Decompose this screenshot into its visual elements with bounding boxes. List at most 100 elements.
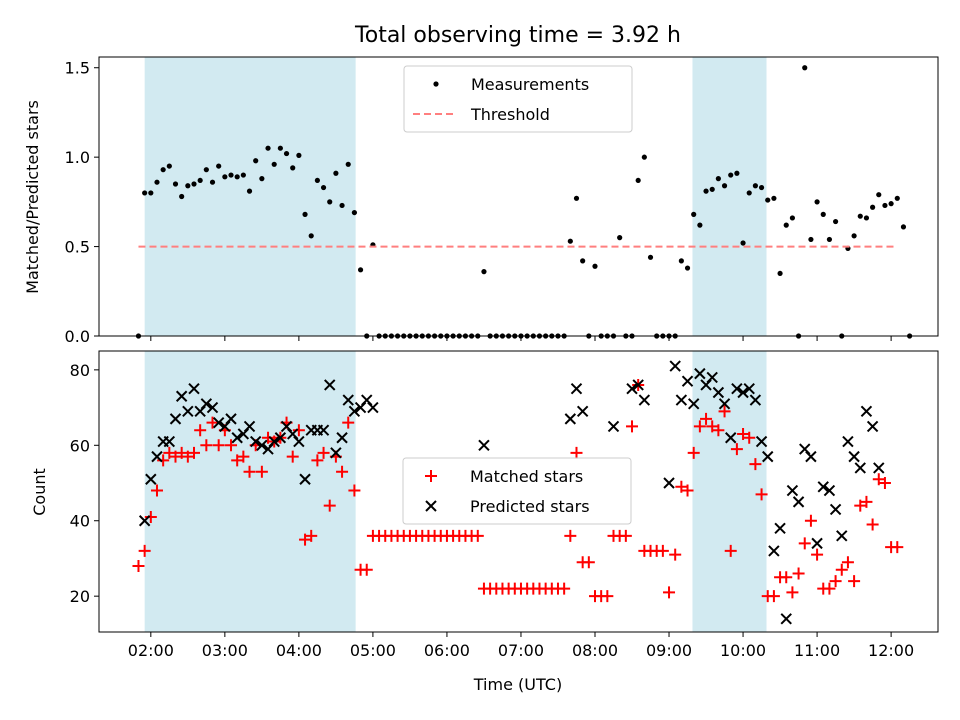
legend-predicted-marker bbox=[425, 500, 437, 512]
predicted-stars-point bbox=[607, 420, 620, 433]
matched-stars-point bbox=[286, 450, 299, 463]
matched-stars-point bbox=[730, 443, 743, 456]
matched-stars-point bbox=[311, 454, 324, 467]
matched-stars-point bbox=[767, 590, 780, 603]
matched-stars-point bbox=[693, 420, 706, 433]
shaded-interval-2 bbox=[692, 57, 767, 336]
top-shaded-regions bbox=[144, 57, 767, 336]
measurement-point bbox=[320, 184, 327, 191]
predicted-stars-point bbox=[768, 545, 780, 557]
matched-stars-point bbox=[150, 484, 163, 497]
y-tick-label: 20 bbox=[70, 587, 90, 606]
bottom-series-layer bbox=[132, 360, 904, 625]
matched-stars-point bbox=[237, 450, 250, 463]
measurement-point bbox=[746, 190, 752, 196]
matched-stars-point bbox=[601, 590, 614, 603]
matched-stars-point bbox=[804, 514, 817, 527]
matched-stars-point bbox=[700, 412, 713, 425]
measurement-point bbox=[678, 258, 684, 264]
predicted-stars-point bbox=[725, 432, 737, 444]
matched-stars-point bbox=[360, 563, 373, 576]
predicted-stars-point bbox=[762, 450, 774, 463]
measurement-point bbox=[826, 236, 833, 243]
predicted-stars-point bbox=[145, 473, 157, 485]
measurement-point bbox=[302, 211, 308, 217]
y-tick-label: 60 bbox=[70, 436, 90, 455]
y-tick-label: 0.5 bbox=[65, 238, 90, 257]
matched-stars-point bbox=[570, 446, 583, 459]
top-y-axis-label: Matched/Predicted stars bbox=[23, 100, 42, 294]
matched-stars-point bbox=[718, 405, 731, 418]
measurement-point bbox=[351, 209, 358, 216]
measurement-point bbox=[283, 150, 290, 157]
matched-stars-point bbox=[891, 541, 904, 554]
measurement-point bbox=[728, 172, 734, 178]
matched-stars-point bbox=[619, 529, 632, 542]
x-tick-label: 09:00 bbox=[646, 641, 692, 660]
matched-stars-point bbox=[755, 488, 768, 501]
measurement-point bbox=[783, 222, 789, 228]
matched-stars-point bbox=[262, 431, 275, 444]
predicted-stars-point bbox=[299, 473, 311, 485]
legend-matched-marker bbox=[425, 470, 437, 482]
measurement-point bbox=[752, 183, 758, 189]
matched-stars-point bbox=[835, 563, 848, 576]
x-tick-label: 06:00 bbox=[424, 641, 470, 660]
bottom-y-axis-ticks: 20 40 60 80 bbox=[70, 361, 99, 606]
predicted-stars-point bbox=[663, 477, 675, 489]
measurement-point bbox=[777, 270, 783, 277]
matched-stars-point bbox=[823, 582, 836, 595]
top-legend: Measurements Threshold bbox=[403, 65, 633, 133]
predicted-stars-point bbox=[163, 435, 176, 448]
predicted-stars-point bbox=[675, 394, 688, 406]
matched-stars-point bbox=[866, 518, 879, 531]
predicted-stars-point bbox=[706, 371, 718, 384]
measurement-point bbox=[240, 172, 246, 178]
y-tick-label: 1.5 bbox=[65, 59, 90, 78]
predicted-stars-point bbox=[324, 379, 336, 391]
y-tick-label: 40 bbox=[70, 512, 90, 531]
predicted-stars-point bbox=[336, 432, 348, 444]
predicted-stars-point bbox=[169, 413, 182, 425]
y-tick-label: 80 bbox=[70, 361, 90, 380]
predicted-stars-point bbox=[737, 386, 749, 399]
measurement-point bbox=[345, 161, 351, 167]
measurement-point bbox=[691, 211, 697, 217]
predicted-stars-point bbox=[478, 439, 490, 452]
x-tick-label: 07:00 bbox=[498, 641, 544, 660]
matched-stars-point bbox=[582, 556, 595, 569]
x-tick-label: 04:00 bbox=[276, 641, 322, 660]
measurement-point bbox=[740, 240, 746, 246]
matched-stars-point bbox=[144, 510, 157, 523]
measurement-point bbox=[567, 238, 573, 244]
matched-stars-point bbox=[872, 473, 885, 486]
predicted-stars-point bbox=[576, 405, 589, 418]
measurement-point bbox=[863, 215, 870, 221]
matched-stars-point bbox=[848, 575, 861, 588]
measurement-point bbox=[314, 177, 320, 184]
matched-stars-point bbox=[299, 533, 312, 546]
measurement-point bbox=[228, 172, 234, 178]
measurement-point bbox=[179, 193, 185, 200]
measurement-point bbox=[308, 233, 314, 239]
legend-measurements-label: Measurements bbox=[471, 75, 589, 94]
measurement-point bbox=[721, 183, 728, 189]
predicted-stars-point bbox=[138, 515, 151, 527]
measurement-point bbox=[234, 174, 240, 180]
predicted-stars-point bbox=[243, 420, 256, 433]
matched-stars-point bbox=[163, 446, 176, 459]
matched-stars-point bbox=[348, 484, 361, 497]
predicted-stars-point bbox=[687, 398, 700, 410]
predicted-stars-point bbox=[743, 383, 755, 395]
measurement-point bbox=[635, 177, 641, 184]
matched-stars-point bbox=[194, 424, 207, 437]
measurement-point bbox=[684, 265, 691, 271]
measurement-point bbox=[715, 176, 721, 182]
legend-measurements-marker bbox=[433, 81, 439, 87]
matched-stars-point bbox=[854, 499, 867, 512]
measurement-point bbox=[357, 267, 364, 273]
predicted-stars-point bbox=[823, 484, 836, 497]
matched-stars-point bbox=[558, 582, 571, 595]
measurement-point bbox=[771, 195, 777, 201]
